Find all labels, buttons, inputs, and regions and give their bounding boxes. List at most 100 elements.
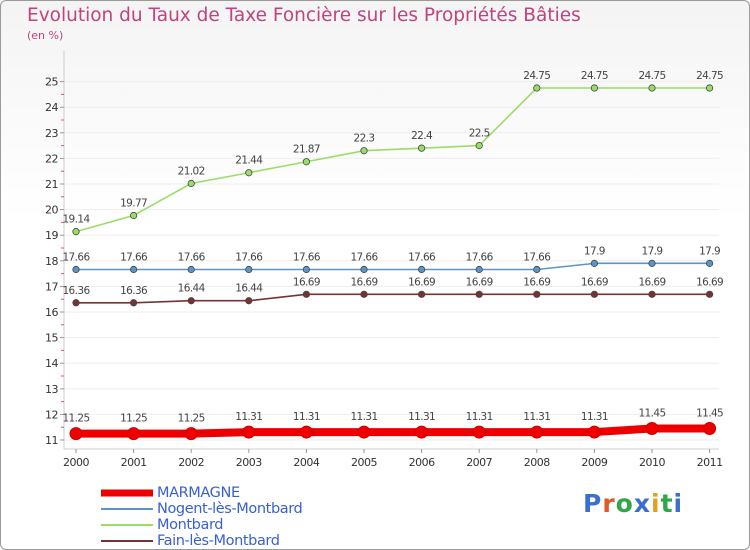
y-tick-label-25: 25 — [45, 76, 58, 89]
point-fain-les-montbard-2007 — [475, 290, 483, 298]
data-label-nogent-les-montbard-2009: 17.9 — [584, 245, 605, 257]
logo-letter: t — [660, 489, 674, 518]
series-line-fain-les-montbard — [75, 293, 711, 304]
point-marmagne-2010 — [645, 421, 659, 435]
point-marmagne-2004 — [299, 425, 313, 439]
point-montbard-2004 — [302, 158, 310, 166]
point-nogent-les-montbard-2002 — [187, 265, 195, 274]
data-label-marmagne-2005: 11.31 — [350, 411, 377, 423]
data-label-montbard-2002: 21.02 — [178, 165, 205, 177]
legend-label-fain: Fain-lès-Montbard — [157, 533, 280, 549]
data-label-montbard-2011: 24.75 — [696, 70, 723, 82]
x-tick-label-2005: 2005 — [351, 456, 377, 469]
y-tick-label-16: 16 — [45, 306, 58, 319]
legend-swatch-fain — [101, 540, 153, 542]
unit-label: (en %) — [27, 29, 64, 42]
data-label-marmagne-2001: 11.25 — [120, 413, 147, 425]
data-label-nogent-les-montbard-2002: 17.66 — [178, 252, 206, 264]
point-marmagne-2005 — [357, 425, 371, 439]
data-label-fain-les-montbard-2011: 16.69 — [696, 276, 723, 288]
data-label-marmagne-2009: 11.31 — [581, 411, 608, 423]
point-montbard-2009 — [590, 84, 599, 92]
data-label-montbard-2009: 24.75 — [581, 70, 608, 82]
point-fain-les-montbard-2011 — [705, 290, 714, 298]
y-tick-label-12: 12 — [45, 408, 58, 421]
data-label-fain-les-montbard-2009: 16.69 — [581, 276, 608, 288]
point-marmagne-2002 — [184, 427, 198, 441]
logo-letter: x — [633, 489, 651, 518]
data-label-nogent-les-montbard-2005: 17.66 — [350, 252, 378, 264]
point-montbard-2005 — [360, 147, 368, 155]
data-label-fain-les-montbard-2010: 16.69 — [638, 276, 665, 288]
point-montbard-2003 — [245, 169, 253, 177]
series-layer — [69, 84, 717, 441]
point-nogent-les-montbard-2006 — [417, 265, 426, 274]
data-label-marmagne-2010: 11.45 — [638, 407, 665, 419]
data-label-marmagne-2003: 11.31 — [235, 411, 262, 423]
legend: MARMAGNE Nogent-lès-Montbard Montbard Fa… — [101, 485, 303, 549]
x-tick-label-2009: 2009 — [581, 456, 607, 469]
point-marmagne-2007 — [472, 425, 486, 439]
data-label-montbard-2001: 19.77 — [120, 197, 147, 209]
point-montbard-2007 — [475, 142, 483, 150]
y-tick-label-20: 20 — [45, 204, 58, 217]
point-fain-les-montbard-2008 — [533, 290, 541, 298]
x-tick-label-2001: 2001 — [121, 456, 147, 469]
point-nogent-les-montbard-2009 — [590, 259, 599, 267]
chart-title: Evolution du Taux de Taxe Foncière sur l… — [27, 5, 581, 26]
data-label-nogent-les-montbard-2007: 17.66 — [466, 252, 494, 264]
x-tick-label-2002: 2002 — [178, 456, 204, 469]
logo-letter: o — [615, 489, 634, 518]
data-label-fain-les-montbard-2004: 16.69 — [293, 276, 320, 288]
logo-letter: i — [673, 489, 684, 518]
y-tick-label-14: 14 — [45, 357, 58, 370]
point-montbard-2011 — [705, 84, 714, 92]
data-labels-layer: 19.14 19.77 21.02 21.44 21.87 22.3 22.4 22.5 24.… — [62, 70, 723, 425]
legend-item-montbard: Montbard — [101, 517, 302, 533]
point-nogent-les-montbard-2008 — [533, 265, 541, 274]
data-label-fain-les-montbard-2001: 16.36 — [120, 285, 148, 297]
data-label-nogent-les-montbard-2011: 17.9 — [699, 245, 720, 257]
proxiti-logo: Proxiti — [583, 489, 683, 518]
legend-item-fain: Fain-lès-Montbard — [101, 533, 302, 549]
x-tick-label-2007: 2007 — [466, 456, 492, 469]
point-fain-les-montbard-2005 — [360, 290, 368, 298]
y-tick-label-24: 24 — [45, 101, 58, 114]
axes: 11 12 13 14 15 16 17 18 19 20 21 22 23 24 25 2000 2001 20… — [45, 51, 723, 469]
y-tick-label-13: 13 — [45, 383, 58, 396]
point-marmagne-2011 — [703, 421, 717, 435]
point-montbard-2001 — [130, 211, 138, 220]
x-tick-label-2010: 2010 — [639, 456, 665, 469]
data-label-nogent-les-montbard-2004: 17.66 — [293, 252, 321, 264]
point-montbard-2006 — [417, 144, 426, 152]
data-label-nogent-les-montbard-2010: 17.9 — [642, 245, 663, 257]
point-nogent-les-montbard-2001 — [130, 265, 138, 274]
data-label-montbard-2008: 24.75 — [523, 70, 550, 82]
y-tick-label-21: 21 — [45, 178, 58, 191]
y-tick-label-17: 17 — [45, 280, 58, 293]
point-nogent-les-montbard-2007 — [475, 265, 483, 274]
data-label-nogent-les-montbard-2008: 17.66 — [523, 252, 551, 264]
point-marmagne-2001 — [127, 427, 141, 441]
legend-swatch-montbard — [101, 524, 153, 526]
data-label-montbard-2006: 22.4 — [411, 130, 433, 142]
y-tick-label-22: 22 — [45, 152, 58, 165]
point-fain-les-montbard-2003 — [245, 297, 253, 305]
data-label-fain-les-montbard-2006: 16.69 — [408, 276, 435, 288]
data-label-fain-les-montbard-2003: 16.44 — [235, 283, 263, 295]
data-label-fain-les-montbard-2000: 16.36 — [62, 285, 90, 297]
point-fain-les-montbard-2010 — [648, 290, 656, 298]
x-tick-label-2011: 2011 — [697, 456, 723, 469]
legend-item-nogent: Nogent-lès-Montbard — [101, 501, 303, 517]
point-marmagne-2003 — [242, 425, 256, 439]
point-marmagne-2008 — [530, 425, 544, 439]
point-montbard-2000 — [72, 228, 80, 236]
data-label-fain-les-montbard-2007: 16.69 — [466, 276, 493, 288]
series-line-marmagne — [72, 424, 714, 438]
x-tick-label-2006: 2006 — [409, 456, 435, 469]
data-label-fain-les-montbard-2005: 16.69 — [350, 276, 377, 288]
y-tick-label-11: 11 — [45, 434, 58, 447]
data-label-montbard-2004: 21.87 — [293, 144, 320, 156]
